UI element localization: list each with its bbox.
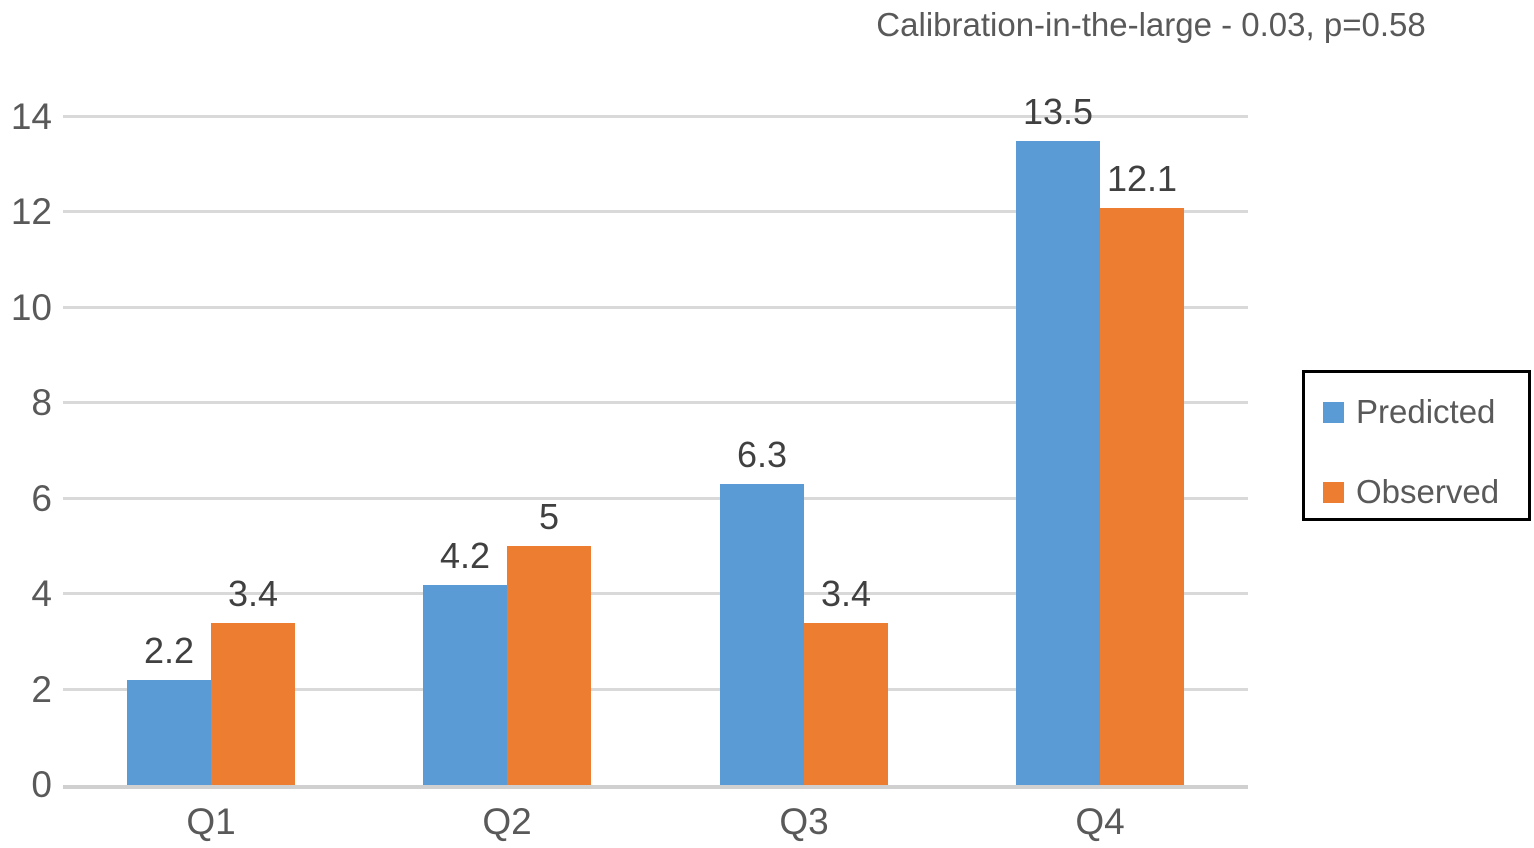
- bar-predicted-q2: [423, 585, 507, 785]
- bar-predicted-q1: [127, 680, 211, 785]
- y-tick-label: 14: [10, 96, 52, 137]
- gridline: [63, 401, 1248, 404]
- bar-observed-q4: [1100, 208, 1184, 785]
- gridline: [63, 688, 1248, 691]
- bar-value-label-predicted-q1: 2.2: [143, 630, 195, 671]
- legend-label-predicted: Predicted: [1356, 393, 1496, 430]
- bar-value-label-predicted-q3: 6.3: [736, 434, 788, 475]
- bar-observed-q1: [211, 623, 295, 785]
- gridline: [63, 115, 1248, 118]
- gridline: [63, 592, 1248, 595]
- bar-observed-q3: [804, 623, 888, 785]
- gridline: [63, 306, 1248, 309]
- bar-value-label-predicted-q4: 13.5: [1022, 91, 1094, 132]
- x-axis-line: [63, 785, 1248, 789]
- y-tick-label: 2: [31, 669, 52, 710]
- bar-predicted-q4: [1016, 141, 1100, 785]
- y-tick-label: 0: [31, 764, 52, 805]
- x-category-label-q4: Q4: [1075, 801, 1125, 842]
- y-tick-label: 4: [31, 573, 52, 614]
- legend-swatch-predicted-icon: [1323, 401, 1344, 423]
- y-tick-label: 10: [10, 287, 52, 328]
- y-tick-label: 6: [31, 478, 52, 519]
- legend-label-observed: Observed: [1356, 473, 1500, 510]
- x-category-label-q2: Q2: [482, 801, 532, 842]
- chart-title: Calibration-in-the-large - 0.03, p=0.58: [876, 6, 1426, 43]
- gridline: [63, 497, 1248, 500]
- y-tick-label: 12: [10, 191, 52, 232]
- bar-value-label-observed-q2: 5: [538, 496, 560, 537]
- legend-item-predicted: Predicted: [1323, 387, 1528, 437]
- bar-observed-q2: [507, 546, 591, 785]
- bar-value-label-predicted-q2: 4.2: [439, 535, 491, 576]
- legend: Predicted Observed: [1302, 370, 1531, 521]
- gridline: [63, 210, 1248, 213]
- legend-item-observed: Observed: [1323, 467, 1528, 517]
- x-category-label-q3: Q3: [779, 801, 829, 842]
- y-tick-label: 8: [31, 382, 52, 423]
- legend-swatch-observed-icon: [1323, 481, 1344, 503]
- bar-predicted-q3: [720, 484, 804, 785]
- x-category-label-q1: Q1: [186, 801, 236, 842]
- bar-value-label-observed-q4: 12.1: [1106, 158, 1178, 199]
- bar-value-label-observed-q1: 3.4: [227, 573, 279, 614]
- bar-value-label-observed-q3: 3.4: [820, 573, 872, 614]
